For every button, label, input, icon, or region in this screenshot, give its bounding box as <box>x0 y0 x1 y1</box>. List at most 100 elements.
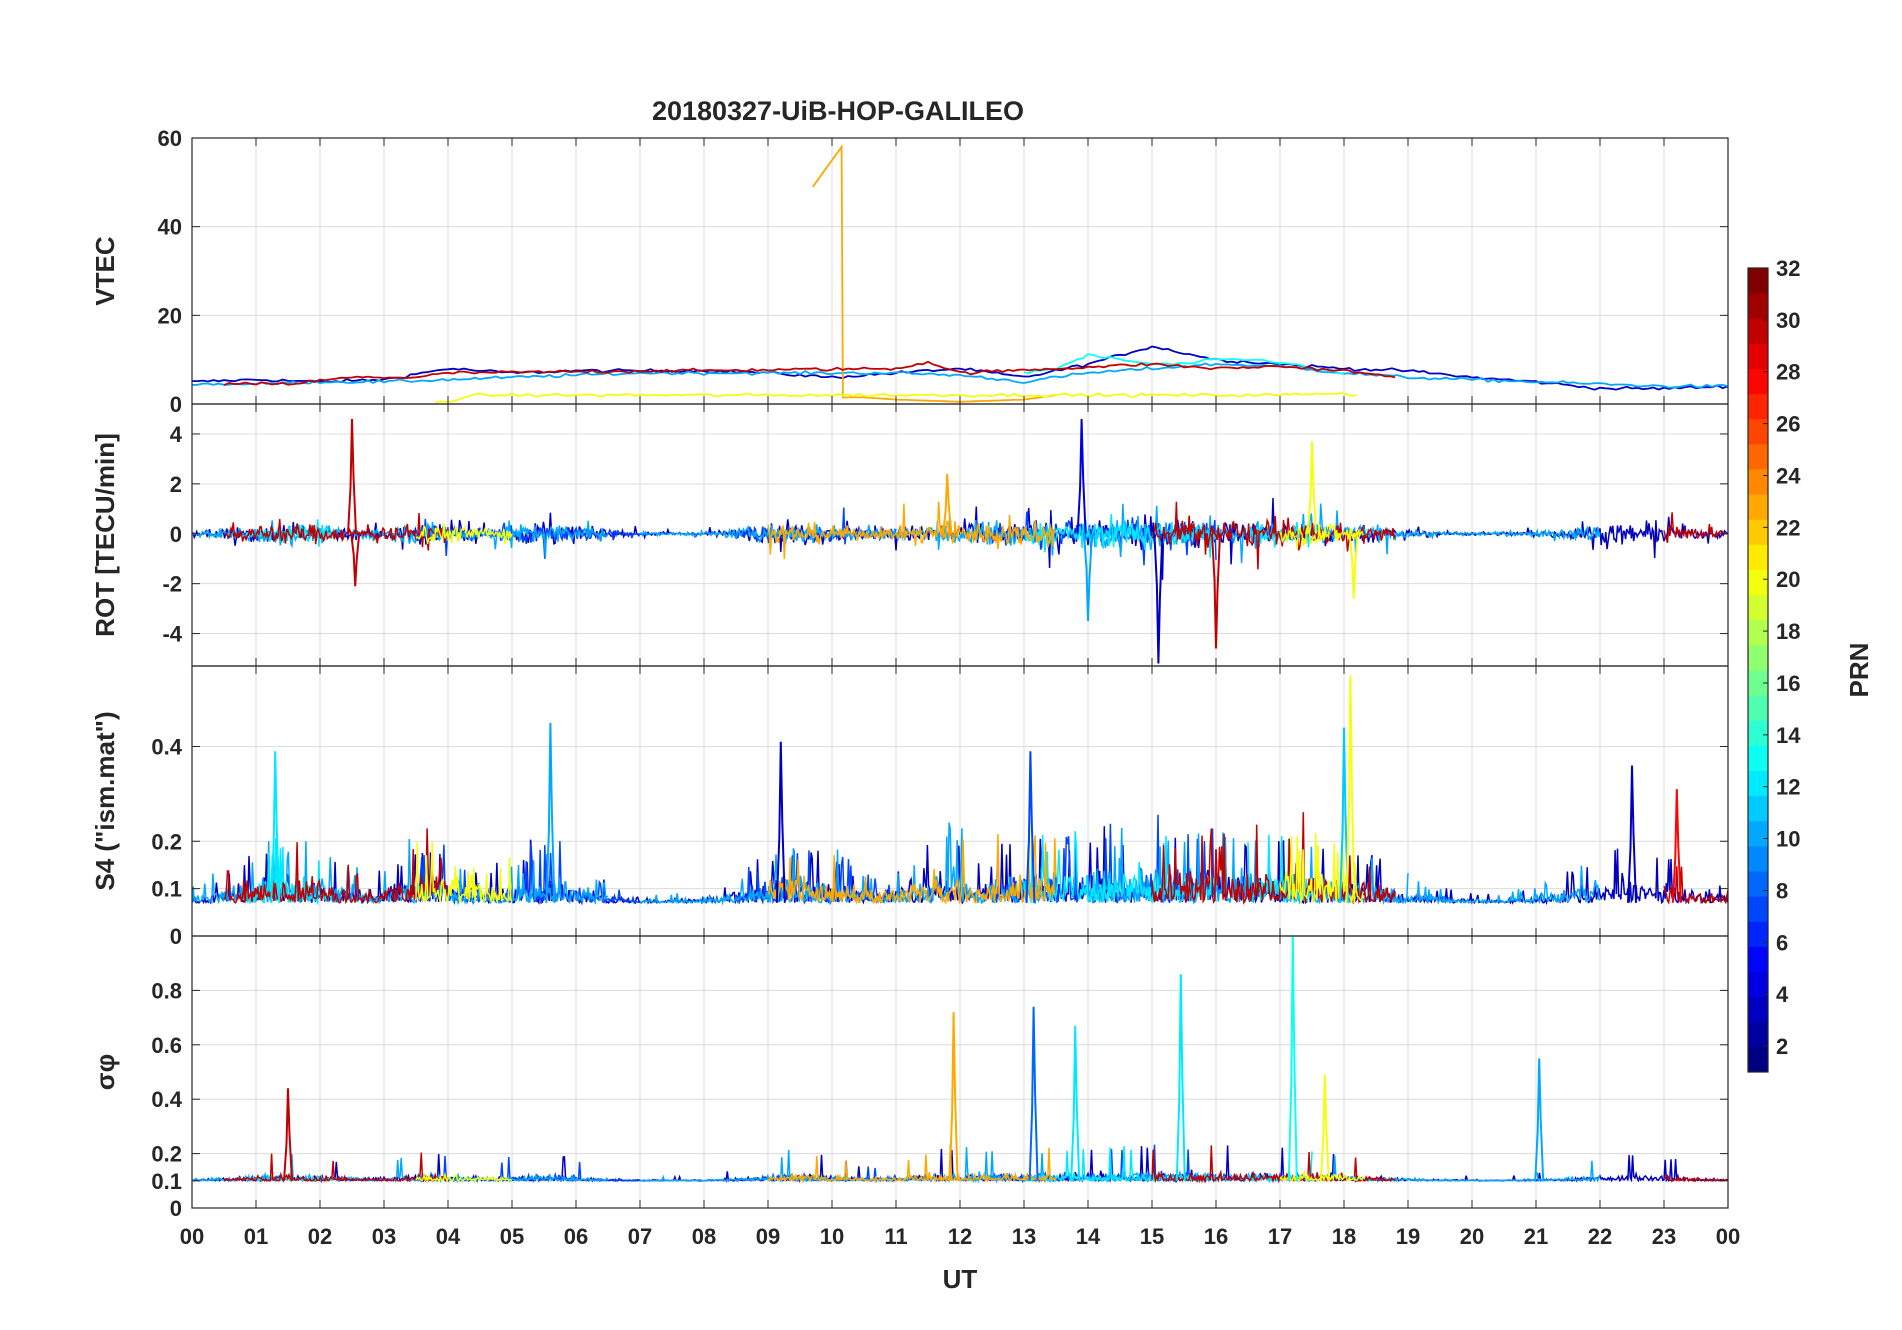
y-axis-label-rot: ROT [TECU/min] <box>90 433 120 637</box>
panel-s4: 0 0.1 0.2 0.4 S4 ("ism.mat") <box>90 665 1729 949</box>
x-tick-label: 06 <box>564 1224 588 1249</box>
colorbar-cell <box>1748 745 1768 771</box>
x-tick-label: 10 <box>820 1224 844 1249</box>
s4-spike <box>545 722 556 903</box>
x-tick-label: 04 <box>436 1224 461 1249</box>
colorbar-tick-label: 32 <box>1776 256 1800 281</box>
x-tick-label: 16 <box>1204 1224 1228 1249</box>
colorbar-cell <box>1748 921 1768 947</box>
colorbar-tick-label: 30 <box>1776 308 1800 333</box>
y-tick-label: 0.2 <box>151 1142 182 1167</box>
rot-trace-prn-30 <box>1663 512 1728 543</box>
colorbar-tick-label: 22 <box>1776 515 1800 540</box>
x-tick-label: 01 <box>244 1224 268 1249</box>
colorbar-cell <box>1748 443 1768 470</box>
y-axis-label-vtec: VTEC <box>90 236 120 306</box>
y-tick-label: 0.1 <box>151 877 182 902</box>
y-tick-label: 0 <box>170 1196 182 1221</box>
sigma_phi-trace-prn-23 <box>767 1144 1057 1184</box>
sigma_phi-trace-prn-20 <box>415 1171 513 1184</box>
x-tick-label: 12 <box>948 1224 972 1249</box>
chart-title: 20180327-UiB-HOP-GALILEO <box>652 96 1024 126</box>
s4-spike <box>1345 675 1356 903</box>
s4-trace-prn-10 <box>1407 865 1601 905</box>
y-tick-label: 0.8 <box>151 978 182 1003</box>
colorbar-cell <box>1748 268 1768 294</box>
colorbar-cell <box>1748 393 1768 420</box>
colorbar-cell <box>1748 1021 1768 1048</box>
colorbar-tick-label: 14 <box>1776 723 1801 748</box>
y-tick-label: 0.4 <box>151 735 182 760</box>
colorbar-cell <box>1748 896 1768 922</box>
y-tick-label: -4 <box>162 622 182 647</box>
x-tick-label: 07 <box>628 1224 652 1249</box>
x-tick-label: 08 <box>692 1224 716 1249</box>
colorbar-tick-label: 24 <box>1776 463 1801 488</box>
colorbar-tick-label: 6 <box>1776 930 1788 955</box>
x-tick-label: 11 <box>884 1224 907 1249</box>
colorbar-cell <box>1748 946 1768 972</box>
s4-trace-prn-12 <box>1023 831 1217 905</box>
s4-trace-prn-23 <box>767 834 1057 905</box>
colorbar-tick-label: 18 <box>1776 619 1800 644</box>
colorbar-tick-label: 8 <box>1776 878 1788 903</box>
colorbar-cell <box>1748 644 1768 671</box>
x-tick-label: 19 <box>1396 1224 1420 1249</box>
s4-trace-prn-30 <box>223 828 449 905</box>
y-tick-label: 40 <box>158 215 182 240</box>
y-tick-label: 0 <box>170 522 182 547</box>
colorbar-cell <box>1748 871 1768 897</box>
rot-spike <box>1211 533 1221 649</box>
vtec-series-prn-3 <box>192 345 1728 391</box>
y-axis-label-sigma_phi: σφ <box>90 1054 120 1090</box>
colorbar-cell <box>1748 368 1768 395</box>
sigma_phi-trace-prn-10 <box>192 1154 609 1184</box>
s4-trace-prn-20 <box>415 841 513 904</box>
s4-trace-prn-20 <box>1279 832 1364 903</box>
x-axis: 00 01 02 03 04 05 06 07 08 09 10 11 12 13 14 15 16 17 18 19… <box>180 1224 1740 1249</box>
colorbar-tick-label: 10 <box>1776 827 1800 852</box>
sigma_phi-spike <box>1287 936 1298 1181</box>
s4-spike <box>270 751 281 903</box>
colorbar-cell <box>1748 845 1768 872</box>
x-tick-label: 17 <box>1268 1224 1292 1249</box>
y-tick-label: 2 <box>170 472 182 497</box>
data-layer <box>192 418 1728 664</box>
y-tick-label: 4 <box>170 422 183 447</box>
sigma_phi-spike <box>1319 1074 1330 1181</box>
colorbar-cell <box>1748 519 1768 545</box>
sigma_phi-trace-prn-10 <box>639 1147 1057 1184</box>
x-tick-label: 14 <box>1076 1224 1101 1249</box>
colorbar-cell <box>1748 343 1768 369</box>
x-axis-label: UT <box>943 1264 978 1294</box>
sigma_phi-trace-prn-30 <box>1664 1173 1728 1183</box>
colorbar-cell <box>1748 544 1768 570</box>
x-tick-label: 23 <box>1652 1224 1676 1249</box>
colorbar-frame <box>1747 267 1769 1073</box>
colorbar-tick-label: 4 <box>1776 982 1789 1007</box>
colorbar-cell <box>1748 770 1768 797</box>
colorbar-cell <box>1748 720 1768 746</box>
rot-trace-prn-20 <box>415 523 513 545</box>
colorbar-cell <box>1748 1046 1768 1073</box>
colorbar-cell <box>1748 695 1768 721</box>
colorbar-cell <box>1748 293 1768 319</box>
colorbar-cell <box>1748 569 1768 596</box>
sigma_phi-spike <box>283 1088 293 1181</box>
y-tick-label: 0.6 <box>151 1033 182 1058</box>
y-tick-label: 0.1 <box>151 1169 182 1194</box>
sigma_phi-trace-prn-10 <box>1407 1160 1601 1183</box>
sigma_phi-trace-prn-30 <box>223 1152 449 1183</box>
s4-spike <box>775 741 786 903</box>
colorbar-cell <box>1748 820 1768 847</box>
vtec-series-prn-23 <box>812 144 1057 403</box>
colorbar-label: PRN <box>1844 643 1874 698</box>
s4-spike <box>1671 789 1682 903</box>
y-axis-label-s4: S4 ("ism.mat") <box>90 711 120 890</box>
vtec-series-prn-10 <box>192 362 1728 389</box>
y-tick-label: 0 <box>170 924 182 949</box>
x-tick-label: 15 <box>1140 1224 1164 1249</box>
panel-vtec: 0 20 40 60 VTEC <box>90 126 1729 417</box>
rot-trace-prn-30 <box>223 512 449 551</box>
x-tick-label: 21 <box>1524 1224 1548 1249</box>
